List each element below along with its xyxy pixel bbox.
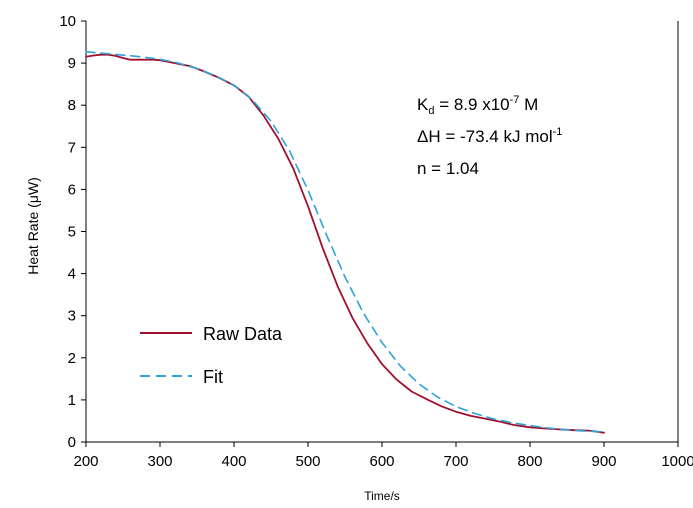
kd-annotation: Kd = 8.9 x10-7 M: [417, 94, 538, 117]
y-tick-label: 6: [68, 181, 76, 198]
ticks: 200 300 400 500 600 700 800 900 1000 0 1 2 3 4 5 6 7 8 9 10: [59, 13, 693, 470]
stoichiometry-annotation: n = 1.04: [417, 159, 479, 178]
series-lines: [85, 50, 605, 434]
y-tick-label: 7: [68, 139, 76, 156]
x-axis-title: Time/s: [364, 489, 400, 503]
y-tick-label: 2: [68, 350, 76, 367]
legend: Raw Data Fit: [140, 324, 283, 387]
x-tick-label: 900: [591, 453, 616, 470]
y-tick-label: 9: [68, 55, 76, 72]
y-tick-label: 10: [59, 13, 76, 30]
fit-parameters-annotation: Kd = 8.9 x10-7 M ΔH = -73.4 kJ mol-1 n =…: [417, 94, 562, 178]
y-axis-title: Heat Rate (μW): [25, 177, 41, 275]
y-tick-label: 1: [68, 392, 76, 409]
x-tick-label: 400: [221, 453, 246, 470]
y-tick-label: 3: [68, 308, 76, 325]
x-tick-label: 1000: [661, 453, 693, 470]
y-tick-label: 5: [68, 224, 76, 241]
enthalpy-annotation: ΔH = -73.4 kJ mol-1: [417, 126, 562, 146]
x-tick-label: 700: [443, 453, 468, 470]
y-tick-label: 4: [68, 266, 76, 283]
x-tick-label: 200: [73, 453, 98, 470]
legend-fit-label: Fit: [203, 367, 223, 387]
x-tick-label: 600: [369, 453, 394, 470]
axes: [85, 21, 679, 443]
x-tick-label: 500: [295, 453, 320, 470]
y-tick-label: 0: [68, 434, 76, 451]
series-line-fit: [85, 50, 605, 433]
legend-raw-label: Raw Data: [203, 324, 283, 344]
series-line-raw-data: [85, 53, 605, 434]
x-tick-label: 300: [147, 453, 172, 470]
x-tick-label: 800: [517, 453, 542, 470]
y-tick-label: 8: [68, 97, 76, 114]
